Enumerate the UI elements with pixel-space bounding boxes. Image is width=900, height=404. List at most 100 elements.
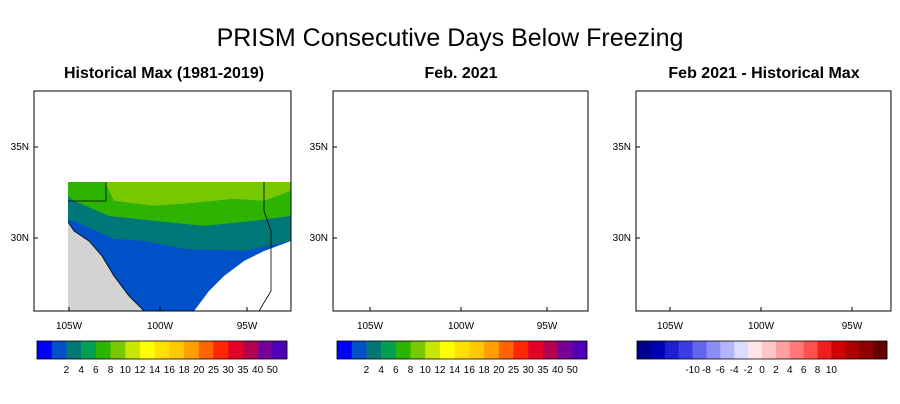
colorbar-label: 16 [164, 365, 176, 376]
colorbar-label: 35 [237, 365, 249, 376]
colorbar-label: 25 [508, 365, 520, 376]
map-panel-historical-max [68, 182, 292, 312]
colorbar-swatch [110, 341, 126, 359]
colorbar-swatch [366, 341, 382, 359]
colorbar-label: 30 [223, 365, 235, 376]
colorbar-label: 4 [787, 365, 793, 376]
colorbar-swatch [873, 341, 888, 359]
axis-ticks: 35N 30N 105W 100W 95W 35N 30N 105W 100W 95W 35N 30N… [11, 142, 863, 332]
colorbar-label: 25 [208, 365, 220, 376]
colorbar-swatch [803, 341, 818, 359]
colorbar-swatch [748, 341, 763, 359]
colorbar-swatch [775, 341, 791, 359]
colorbar-swatch [706, 341, 721, 359]
lat-tick-label: 35N [613, 142, 631, 153]
colorbar-label: 20 [193, 365, 205, 376]
colorbar-frame [336, 340, 588, 360]
colorbar-swatch [125, 341, 141, 359]
colorbar-swatch [37, 341, 53, 359]
colorbar-label: 2 [773, 365, 779, 376]
colorbar-swatch [395, 341, 411, 359]
colorbar-swatch [484, 341, 500, 359]
lat-tick-label: 35N [11, 142, 29, 153]
colorbar-swatch [845, 341, 860, 359]
colorbar-swatch [272, 341, 288, 359]
colorbar-swatch [762, 341, 777, 359]
colorbar-swatch [831, 341, 846, 359]
map-panel-feb-2021 [333, 91, 590, 311]
colorbar-swatch [664, 341, 679, 359]
colorbar-swatch [95, 341, 111, 359]
colorbar-label: 50 [567, 365, 579, 376]
colorbar-label: 4 [78, 365, 84, 376]
colorbar-label: 2 [364, 365, 370, 376]
colorbar-label: 12 [134, 365, 146, 376]
colorbar-label: 8 [108, 365, 114, 376]
colorbar-frame [636, 340, 888, 360]
colorbar-label: 8 [815, 365, 821, 376]
colorbar-label: 6 [93, 365, 99, 376]
colorbar-label: 14 [449, 365, 461, 376]
colorbar-label: 14 [149, 365, 161, 376]
map-frame [332, 90, 589, 312]
colorbar-label: 18 [178, 365, 190, 376]
colorbar-label: 10 [420, 365, 432, 376]
colorbar-label: -2 [744, 365, 753, 376]
colorbar-label: 10 [826, 365, 838, 376]
lat-tick-label: 35N [310, 142, 328, 153]
colorbar-swatch [789, 341, 804, 359]
colorbar-swatch [454, 341, 470, 359]
colorbar-swatch [572, 341, 588, 359]
colorbars: 2 4 6 8 10 12 14 16 18 20 25 30 35 40 50 2 4 6 8 10 12 14 16 18… [36, 340, 888, 376]
colorbar-swatch [351, 341, 367, 359]
colorbar-swatch [859, 341, 874, 359]
colorbar-label: 10 [120, 365, 132, 376]
colorbar-label: 30 [523, 365, 535, 376]
colorbar-swatch [425, 341, 441, 359]
colorbar-label: 35 [537, 365, 549, 376]
colorbar-swatch [257, 341, 273, 359]
lon-tick-label: 100W [748, 321, 775, 332]
colorbar-swatch [184, 341, 200, 359]
colorbar-swatch [692, 341, 707, 359]
lon-tick-label: 105W [657, 321, 684, 332]
panel-title-feb-2021: Feb. 2021 [424, 65, 498, 82]
colorbar-swatch [66, 341, 82, 359]
colorbar-swatch [498, 341, 514, 359]
colorbar-swatch [557, 341, 573, 359]
colorbar-swatch [139, 341, 155, 359]
colorbar-swatch [734, 341, 749, 359]
colorbar-swatch [678, 341, 693, 359]
colorbar-swatch [542, 341, 558, 359]
colorbar-swatch [381, 341, 397, 359]
lon-tick-label: 105W [56, 321, 83, 332]
lat-tick-label: 30N [310, 233, 328, 244]
colorbar-label: 16 [464, 365, 476, 376]
colorbar-swatch [817, 341, 832, 359]
colorbar-label: -8 [702, 365, 711, 376]
map-panel-difference [636, 91, 893, 311]
lon-tick-label: 100W [147, 321, 174, 332]
colorbar-label: -4 [730, 365, 739, 376]
lat-tick-label: 30N [613, 233, 631, 244]
colorbar-swatch [81, 341, 97, 359]
lon-tick-label: 100W [448, 321, 475, 332]
colorbar-swatch [169, 341, 185, 359]
colorbar-label: 18 [478, 365, 490, 376]
colorbar-swatch [513, 341, 529, 359]
colorbar-label: 40 [252, 365, 264, 376]
colorbar-frame [36, 340, 288, 360]
colorbar-label: 12 [434, 365, 446, 376]
panel-title-difference: Feb 2021 - Historical Max [668, 65, 860, 82]
lat-tick-label: 30N [11, 233, 29, 244]
colorbar-swatch [410, 341, 426, 359]
panel-title-historical-max: Historical Max (1981-2019) [63, 65, 265, 82]
colorbar-label: 8 [408, 365, 414, 376]
map-frame [635, 90, 892, 312]
colorbar-swatch [650, 341, 666, 359]
lon-tick-label: 95W [537, 321, 558, 332]
colorbar-swatch [198, 341, 214, 359]
colorbar-swatch [242, 341, 258, 359]
colorbar-swatch [469, 341, 485, 359]
